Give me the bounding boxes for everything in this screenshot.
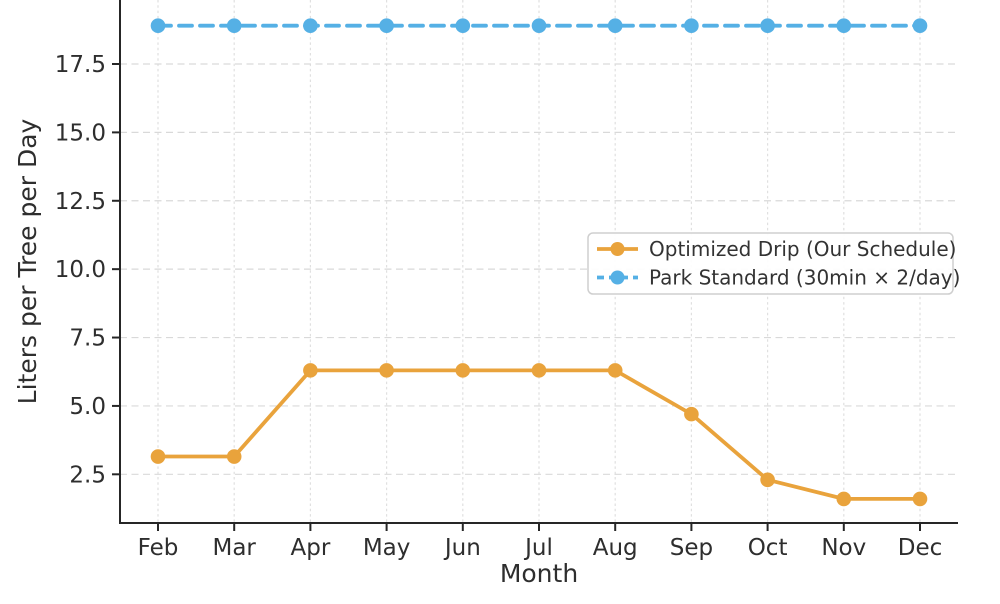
y-tick-label: 17.5 <box>55 52 106 78</box>
data-point-marker-series-0 <box>607 363 623 378</box>
x-tick-label: Feb <box>138 535 179 561</box>
y-tick-label: 2.5 <box>69 462 106 488</box>
x-tick-label: Mar <box>212 535 256 561</box>
data-point-marker-series-0 <box>455 363 471 378</box>
x-tick-label: Jul <box>523 535 553 561</box>
data-point-marker-series-1 <box>836 18 852 34</box>
data-point-marker-series-1 <box>303 18 318 34</box>
legend-label-1: Park Standard (30min × 2/day) <box>649 266 960 290</box>
data-point-marker-series-0 <box>760 472 775 488</box>
x-tick-label: Aug <box>593 535 638 561</box>
y-tick-label: 7.5 <box>69 326 106 352</box>
legend-sample-marker-0 <box>610 242 625 256</box>
y-tick-label: 15.0 <box>55 120 106 146</box>
data-point-marker-series-1 <box>912 18 928 34</box>
legend-label-0: Optimized Drip (Our Schedule) <box>649 237 956 261</box>
x-tick-label: May <box>363 535 411 561</box>
y-tick-label: 12.5 <box>55 189 106 215</box>
x-axis-title: Month <box>500 559 578 588</box>
legend-sample-marker-1 <box>610 270 625 285</box>
x-tick-label: Nov <box>821 535 866 561</box>
data-point-marker-series-1 <box>150 18 166 34</box>
x-tick-label: Sep <box>670 535 713 561</box>
data-point-marker-series-1 <box>760 18 775 34</box>
data-point-marker-series-0 <box>150 449 166 464</box>
x-tick-label: Apr <box>291 535 331 561</box>
x-tick-label: Oct <box>748 535 788 561</box>
data-point-marker-series-0 <box>912 491 928 507</box>
legend-box <box>587 232 954 295</box>
data-point-marker-series-1 <box>379 18 394 34</box>
y-tick-label: 10.0 <box>55 257 106 283</box>
data-point-marker-series-1 <box>531 18 547 34</box>
x-tick-label: Jun <box>443 535 481 561</box>
data-point-marker-series-1 <box>226 18 242 34</box>
y-axis-title: Liters per Tree per Day <box>13 118 42 404</box>
data-point-marker-series-0 <box>684 406 699 422</box>
data-point-marker-series-0 <box>836 491 852 507</box>
x-tick-label: Dec <box>898 535 943 561</box>
data-point-marker-series-1 <box>455 18 471 34</box>
data-point-marker-series-1 <box>684 18 699 34</box>
data-point-marker-series-0 <box>379 363 394 378</box>
data-point-marker-series-0 <box>531 363 547 378</box>
y-tick-label: 5.0 <box>69 394 106 420</box>
data-point-marker-series-0 <box>303 363 318 378</box>
data-point-marker-series-1 <box>607 18 623 34</box>
data-point-marker-series-0 <box>226 449 242 464</box>
